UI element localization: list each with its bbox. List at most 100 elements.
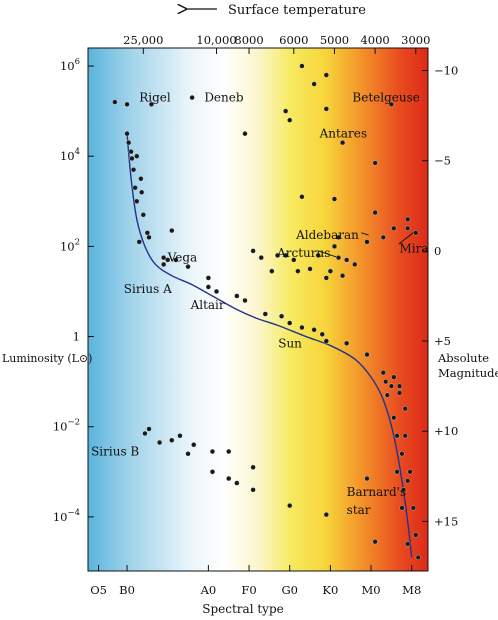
right-tick-label: 0 (434, 244, 441, 258)
star-point (242, 131, 248, 137)
star-point (234, 293, 240, 299)
x-axis-title: Spectral type (202, 602, 283, 616)
x-tick-label: B0 (119, 583, 135, 597)
star-point (205, 284, 211, 290)
star-point (295, 268, 301, 274)
star-point (146, 426, 152, 432)
star-point (126, 140, 132, 146)
label-leader (361, 232, 369, 236)
star-point (315, 252, 321, 258)
star-point (344, 340, 350, 346)
star-point (283, 252, 289, 258)
star-point (323, 106, 329, 112)
x-tick-label: M8 (402, 583, 421, 597)
star-point (405, 541, 411, 547)
star-label: Betelgeuse (352, 91, 419, 105)
top-tick-label: 10,000 (196, 33, 236, 47)
top-tick-label: 25,000 (123, 33, 163, 47)
y-tick-label: 102 (60, 237, 80, 253)
star-point (279, 313, 285, 319)
star-point (140, 212, 146, 218)
star-label: Mira (400, 242, 429, 256)
star-point (250, 487, 256, 493)
star-label: Altair (190, 298, 225, 312)
star-point (287, 117, 293, 123)
star-point (331, 196, 338, 202)
label-leader (398, 230, 417, 245)
x-tick-label: K0 (322, 583, 338, 597)
star-point (323, 338, 329, 344)
y-tick-label: 1 (73, 330, 80, 344)
main-sequence-curve (126, 133, 413, 558)
star-point (258, 255, 264, 261)
star-point (323, 72, 329, 78)
star-point (134, 153, 140, 159)
top-tick-label: 8000 (234, 33, 263, 47)
star-point (131, 167, 137, 173)
star-point (388, 383, 394, 389)
star-point (136, 239, 142, 245)
star-point (415, 554, 421, 561)
star-point (307, 266, 313, 272)
star-point (413, 230, 419, 236)
y-tick-label: 10−4 (53, 508, 80, 524)
right-tick-label: −10 (434, 64, 458, 78)
star-point (177, 433, 183, 439)
star-point (173, 257, 179, 263)
star-point (165, 257, 171, 263)
star-point (391, 225, 397, 231)
star-point (269, 268, 275, 274)
star-point (205, 275, 211, 281)
right-tick-label: +15 (434, 514, 458, 528)
star-point (380, 234, 386, 240)
star-point (209, 448, 215, 455)
star-point (161, 255, 167, 261)
star-point (410, 505, 416, 511)
star-point (364, 476, 370, 482)
star-point (402, 433, 408, 439)
star-point (380, 370, 386, 376)
star-point (287, 503, 293, 509)
x-tick-label: A0 (200, 583, 217, 597)
y-tick-label: 104 (60, 147, 80, 163)
star-point (129, 155, 135, 162)
star-point (299, 63, 305, 69)
star-point (372, 210, 378, 216)
star-point (262, 311, 268, 317)
star-point (364, 352, 370, 358)
star-point (311, 327, 317, 333)
star-point (209, 469, 215, 475)
star-label: Sirius A (124, 282, 172, 296)
plot-frame (87, 47, 429, 572)
spectrum-background (88, 48, 428, 571)
right-tick-label: +10 (434, 424, 458, 438)
star-point (274, 252, 281, 258)
star-point (323, 275, 329, 281)
star-point (191, 442, 197, 448)
top-tick-label: 4000 (360, 33, 389, 47)
star-point (144, 230, 150, 236)
star-point (352, 261, 358, 267)
y-tick-label: 106 (60, 57, 80, 73)
star-point (226, 476, 232, 482)
y-axis-title-right: Magnitude (438, 366, 498, 380)
star-label: Sun (278, 336, 302, 350)
star-point (405, 216, 411, 222)
star-point (138, 176, 144, 182)
star-point (407, 469, 413, 475)
star-point (394, 433, 400, 439)
star-point (124, 131, 130, 137)
star-point (112, 99, 118, 105)
x-tick-label: M0 (362, 583, 381, 597)
star-point (146, 234, 152, 240)
star-point (405, 478, 411, 484)
star-label: Deneb (204, 91, 244, 105)
star-point (283, 108, 289, 114)
star-point (335, 234, 342, 240)
star-point (299, 324, 305, 331)
star-point (372, 160, 378, 166)
star-point (139, 189, 145, 195)
star-label: Sirius B (91, 445, 139, 459)
